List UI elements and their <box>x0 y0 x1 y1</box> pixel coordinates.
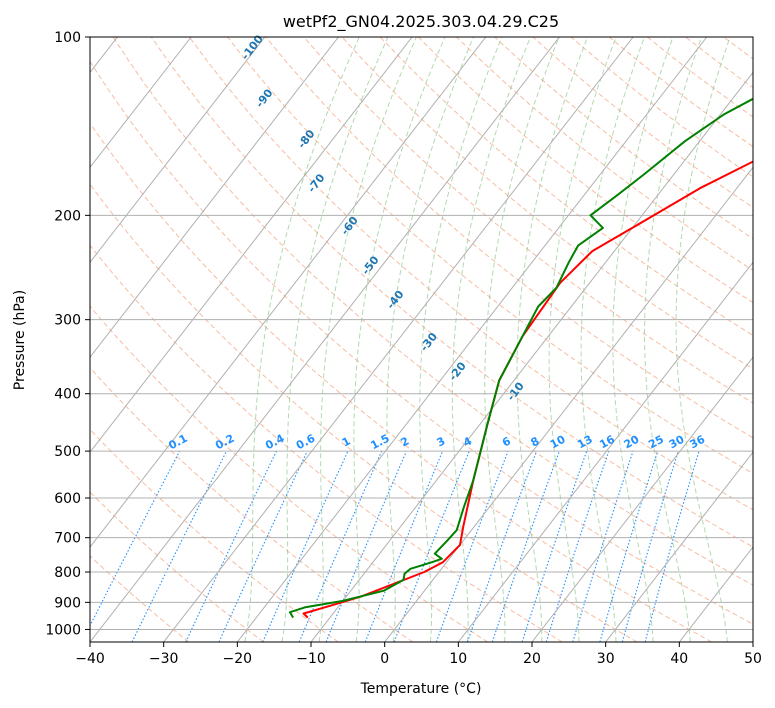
x-tick-label: −30 <box>149 651 179 667</box>
mixing-ratio-label: 13 <box>575 433 595 452</box>
mixing-ratio-label: 25 <box>646 433 666 452</box>
isotherm-line <box>384 166 753 642</box>
moist-adiabat-line <box>386 37 474 642</box>
mixing-ratio-label: 16 <box>597 433 617 452</box>
y-tick-label: 100 <box>54 30 81 46</box>
moist-adiabat-label: 30 <box>773 549 775 569</box>
isotherm-line <box>90 37 339 359</box>
moist-adiabats <box>244 37 731 642</box>
moist-adiabat-line <box>612 37 674 642</box>
dry-adiabat-line <box>112 37 753 586</box>
y-tick-label: 800 <box>54 565 81 581</box>
mixing-ratio-line <box>325 450 408 642</box>
mixing-ratio-line <box>572 450 634 642</box>
dry-adiabat-line <box>90 491 264 642</box>
isotherm-line <box>457 261 753 642</box>
profile-series <box>289 97 753 619</box>
dry-adiabat-line <box>227 37 753 475</box>
dry-adiabat-line <box>265 37 753 439</box>
mixing-ratio-line <box>545 450 610 642</box>
y-tick-label: 700 <box>54 531 81 547</box>
dry-adiabat-line <box>379 37 753 337</box>
y-tick-label: 400 <box>54 387 81 403</box>
dry-adiabat-line <box>90 555 190 642</box>
x-axis-label: Temperature (°C) <box>360 681 482 697</box>
chart-title: wetPf2_GN04.2025.303.04.29.C25 <box>283 12 559 32</box>
mixing-ratio-line <box>435 450 509 642</box>
isotherm-line <box>90 37 266 264</box>
moist-adiabat-line <box>353 37 446 642</box>
isotherm-line <box>163 37 634 642</box>
moist-adiabat-line <box>281 37 389 642</box>
moist-adiabat-line <box>451 37 531 642</box>
mixing-ratio-line <box>90 450 181 627</box>
moist-adiabat-line <box>675 37 731 642</box>
isotherm-line <box>605 451 753 642</box>
x-tick-label: 20 <box>523 651 541 667</box>
x-tick-label: 30 <box>597 651 615 667</box>
moist-adiabat-line <box>548 37 617 642</box>
dry-adiabats <box>90 37 753 642</box>
isotherms <box>90 37 753 642</box>
dry-adiabat-line <box>341 37 753 370</box>
mixing-ratio-line <box>298 450 383 642</box>
moist-adiabat-line <box>419 37 503 642</box>
dry-adiabat-line <box>90 183 638 642</box>
y-axis-label: Pressure (hPa) <box>12 290 28 390</box>
y-tick-label: 900 <box>54 595 81 611</box>
moist-adiabat-line <box>318 37 417 642</box>
dewpoint-profile-line <box>289 97 753 619</box>
mixing-ratio-line <box>621 450 679 642</box>
y-axis-ticks: 100 200 300 400 500 600 700 800 900 1000 <box>45 30 90 638</box>
moist-adiabat-line <box>244 37 360 642</box>
dry-adiabat-line <box>90 244 563 642</box>
mixing-ratio-line <box>262 450 349 642</box>
isotherm-line <box>90 37 560 642</box>
x-tick-label: 0 <box>380 651 389 667</box>
mixing-ratio-line <box>521 450 588 642</box>
isotherm-line <box>90 37 487 548</box>
dry-adiabat-line <box>90 122 712 642</box>
x-tick-label: 50 <box>744 651 762 667</box>
y-tick-label: 500 <box>54 444 81 460</box>
mixing-ratio-label: 30 <box>667 433 687 452</box>
plot-frame <box>89 36 754 643</box>
x-tick-label: −40 <box>75 651 105 667</box>
dry-adiabat-line <box>90 60 753 625</box>
isotherm-line <box>90 37 192 169</box>
mixing-ratio-line <box>599 450 659 642</box>
moist-adiabat-line <box>516 37 588 642</box>
y-tick-label: 1000 <box>45 622 81 638</box>
moist-adiabat-line <box>580 37 645 642</box>
y-tick-label: 300 <box>54 313 81 329</box>
mixing-ratio-line <box>466 450 538 642</box>
mixing-ratio-label: 20 <box>622 433 642 452</box>
moist-adiabat-line <box>644 37 702 642</box>
dry-adiabat-line <box>90 305 488 642</box>
isotherm-line <box>531 356 753 642</box>
x-tick-label: −10 <box>296 651 326 667</box>
y-tick-label: 600 <box>54 491 81 507</box>
isotherm-line <box>310 71 753 642</box>
mixing-ratio-line <box>185 450 277 642</box>
x-tick-label: −20 <box>223 651 253 667</box>
isotherm-line <box>90 37 413 453</box>
isotherm-line <box>236 37 708 642</box>
y-tick-label: 200 <box>54 208 81 224</box>
mixing-ratio-line <box>491 450 560 642</box>
x-axis-ticks: −40 −30 −20 −10 0 10 20 30 40 50 <box>75 642 762 667</box>
moist-adiabat-line <box>484 37 560 642</box>
mixing-ratio-line <box>364 450 444 642</box>
mixing-ratio-label: 10 <box>548 433 568 452</box>
x-tick-label: 40 <box>670 651 688 667</box>
x-tick-label: 10 <box>449 651 467 667</box>
mixing-ratio-label: 36 <box>688 433 708 452</box>
isobars <box>90 37 753 630</box>
mixing-ratio-line <box>218 450 308 642</box>
